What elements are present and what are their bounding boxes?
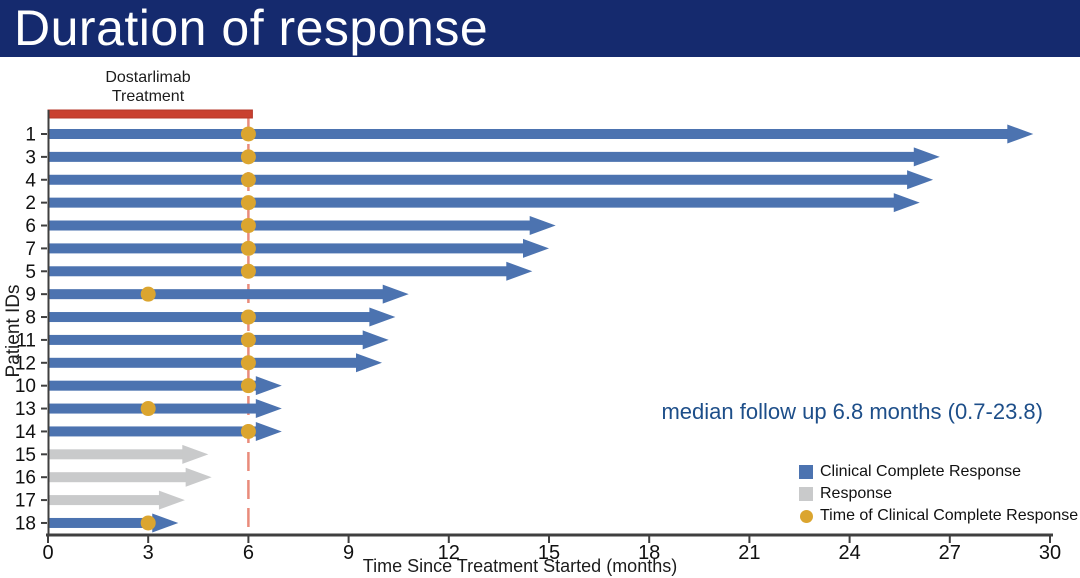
swimmer-bar-patient-17 — [48, 495, 160, 506]
swimmer-bar-patient-7 — [48, 243, 524, 254]
y-tick-label-patient-1: 1 — [25, 125, 36, 146]
y-tick-label-patient-17: 17 — [15, 491, 36, 512]
ccr-time-dot-patient-10 — [240, 378, 256, 394]
arrowhead-patient-14 — [255, 421, 282, 441]
y-axis-title: Patient IDs — [3, 284, 24, 378]
y-tick-label-patient-3: 3 — [25, 147, 36, 168]
arrowhead-patient-16 — [185, 467, 212, 487]
x-tick-label-24: 24 — [838, 542, 860, 564]
page-title: Duration of response — [14, 0, 489, 56]
swimmer-bar-patient-18 — [48, 517, 154, 528]
legend-item: Time of Clinical Complete Response — [799, 505, 1078, 527]
ccr-time-dot-patient-14 — [240, 423, 256, 439]
y-tick-label-patient-18: 18 — [15, 513, 36, 534]
y-tick-label-patient-7: 7 — [25, 239, 36, 260]
legend-swatch-square-icon — [799, 465, 813, 479]
y-tick-label-patient-5: 5 — [25, 262, 36, 283]
arrowhead-patient-10 — [255, 376, 282, 396]
swimmer-bar-patient-10 — [48, 380, 257, 391]
arrowhead-patient-5 — [506, 261, 533, 281]
treatment-duration-bar — [47, 109, 253, 119]
x-tick-label-0: 0 — [42, 542, 53, 564]
arrowhead-patient-18 — [152, 513, 179, 533]
swimmer-bar-patient-3 — [48, 151, 915, 162]
x-tick-label-15: 15 — [538, 542, 560, 564]
ccr-time-dot-patient-12 — [240, 355, 256, 371]
swimmer-bar-patient-1 — [48, 129, 1009, 139]
swimmer-bar-patient-14 — [48, 426, 257, 437]
legend-swatch-square-icon — [799, 487, 813, 501]
arrowhead-patient-17 — [158, 490, 185, 510]
x-tick-label-21: 21 — [738, 542, 760, 564]
ccr-time-dot-patient-3 — [240, 149, 256, 165]
ccr-time-dot-patient-9 — [140, 286, 156, 302]
title-bar: Duration of response — [0, 0, 1080, 57]
swimmer-bar-patient-6 — [48, 220, 531, 231]
legend-item-label: Response — [820, 485, 893, 502]
arrowhead-patient-7 — [523, 238, 549, 258]
ccr-time-dot-patient-6 — [240, 218, 256, 234]
arrowhead-patient-15 — [182, 444, 209, 464]
arrowhead-patient-1 — [1007, 124, 1034, 144]
y-tick-label-patient-13: 13 — [15, 399, 36, 420]
y-tick-label-patient-11: 11 — [16, 330, 36, 351]
y-tick-label-patient-16: 16 — [15, 468, 36, 489]
x-axis-title: Time Since Treatment Started (months) — [362, 556, 678, 576]
legend-item: Clinical Complete Response — [799, 461, 1078, 483]
ccr-time-dot-patient-18 — [140, 515, 156, 531]
ccr-time-dot-patient-4 — [240, 172, 256, 188]
arrowhead-patient-11 — [362, 330, 389, 350]
swimmer-bar-patient-2 — [48, 197, 895, 208]
median-followup-annotation: median follow up 6.8 months (0.7-23.8) — [661, 399, 1043, 424]
ccr-time-dot-patient-2 — [240, 195, 256, 211]
legend-item: Response — [799, 483, 1078, 505]
y-tick-label-patient-6: 6 — [25, 216, 36, 237]
x-tick-label-3: 3 — [143, 542, 154, 564]
x-tick-label-27: 27 — [939, 542, 961, 564]
arrowhead-patient-9 — [382, 284, 409, 304]
legend-item-label: Time of Clinical Complete Response — [820, 507, 1079, 524]
swimmer-bar-patient-8 — [48, 312, 371, 323]
swimmer-bar-patient-4 — [48, 174, 909, 185]
ccr-time-dot-patient-5 — [240, 263, 256, 279]
x-tick-label-12: 12 — [438, 542, 460, 564]
ccr-time-dot-patient-11 — [240, 332, 256, 348]
swimmer-bar-patient-9 — [48, 289, 384, 300]
y-tick-label-patient-14: 14 — [15, 422, 37, 443]
y-tick-label-patient-9: 9 — [25, 285, 36, 306]
legend: Clinical Complete Response Response Time o… — [799, 461, 1078, 527]
swimmer-bar-patient-5 — [48, 266, 508, 277]
arrowhead-patient-2 — [893, 193, 920, 213]
y-tick-label-patient-2: 2 — [25, 193, 36, 214]
y-tick-label-patient-15: 15 — [15, 445, 36, 466]
ccr-time-dot-patient-1 — [240, 126, 256, 142]
y-tick-label-patient-12: 12 — [15, 353, 36, 374]
arrowhead-patient-6 — [529, 216, 556, 236]
arrowhead-patient-8 — [369, 307, 396, 327]
swimmer-bar-patient-15 — [48, 449, 184, 460]
y-tick-label-patient-4: 4 — [25, 170, 36, 191]
x-tick-label-30: 30 — [1039, 542, 1061, 564]
ccr-time-dot-patient-8 — [240, 309, 256, 325]
swimmer-plot-canvas: 0 3 6 9 12 15 18 21 24 27 301342675981112101314151… — [15, 109, 1061, 564]
ccr-time-dot-patient-7 — [240, 240, 256, 256]
legend-item-label: Clinical Complete Response — [820, 463, 1021, 480]
arrowhead-patient-13 — [255, 399, 282, 419]
arrowhead-patient-4 — [907, 170, 934, 190]
y-tick-label-patient-8: 8 — [25, 308, 36, 329]
legend-swatch-circle-icon — [800, 509, 813, 523]
swimmer-bar-patient-16 — [48, 472, 187, 483]
x-tick-label-18: 18 — [638, 542, 660, 564]
treatment-bar-label: Dostarlimab Treatment — [105, 69, 191, 105]
arrowhead-patient-3 — [913, 147, 940, 167]
arrowhead-patient-12 — [356, 353, 382, 373]
swimmer-bar-patient-12 — [48, 357, 357, 368]
x-tick-label-9: 9 — [343, 542, 354, 564]
swimmer-bar-patient-11 — [48, 334, 364, 345]
x-tick-label-6: 6 — [243, 542, 254, 564]
ccr-time-dot-patient-13 — [140, 401, 156, 417]
y-tick-label-patient-10: 10 — [15, 376, 36, 397]
